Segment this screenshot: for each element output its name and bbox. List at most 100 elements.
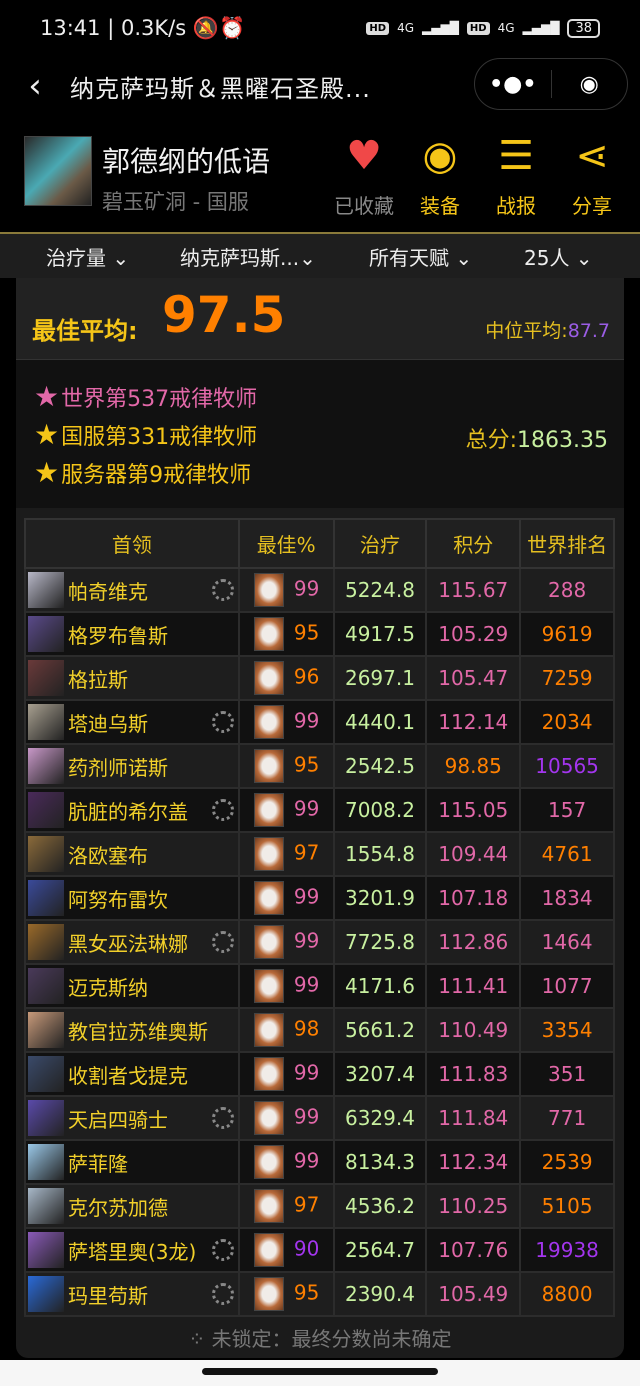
close-target-button[interactable]: ◉ [579,71,599,97]
clock: 13:41 [40,16,101,40]
equipment-button[interactable]: ◉ 装备 [402,132,478,219]
boss-portrait [28,880,64,916]
share-button[interactable]: ⋖ 分享 [554,132,630,219]
table-row[interactable]: 洛欧塞布 97 1554.8 109.44 4761 [24,831,615,877]
raid-dropdown[interactable]: 纳克萨玛斯...⌄ [180,245,316,270]
heal-cell: 6329.4 [332,1095,428,1141]
col-boss: 首领 [24,518,240,569]
spinner-icon: ⁘ [188,1327,212,1351]
points-cell: 107.76 [425,1227,522,1273]
table-row[interactable]: 萨塔里奥(3龙) 90 2564.7 107.76 19938 [24,1227,615,1273]
heal-cell: 1554.8 [332,831,428,877]
mute-icon: 🔕 [186,15,219,40]
boss-name: 玛里苟斯 [68,1283,148,1308]
character-name: 郭德纲的低语 [102,145,271,178]
boss-cell[interactable]: 阿努布雷坎 [24,875,240,921]
boss-cell[interactable]: 药剂师诺斯 [24,743,240,789]
spec-icon [253,573,284,607]
table-row[interactable]: 黑女巫法琳娜 99 7725.8 112.86 1464 [24,919,615,965]
more-button[interactable]: •●• [489,71,537,97]
table-row[interactable]: 萨菲隆 99 8134.3 112.34 2539 [24,1139,615,1185]
boss-cell[interactable]: 萨菲隆 [24,1139,240,1185]
boss-cell[interactable]: 玛里苟斯 [24,1271,240,1317]
best-percent: 99 [293,576,320,601]
best-percent-cell: 99 [237,1051,335,1097]
boss-portrait [28,1056,64,1092]
unlocked-spinner-icon [211,931,234,953]
boss-cell[interactable]: 收割者戈提克 [24,1051,240,1097]
boss-cell[interactable]: 黑女巫法琳娜 [24,919,240,965]
boss-name: 克尔苏加德 [68,1195,168,1220]
back-button[interactable]: ‹ [28,66,42,106]
spec-dropdown[interactable]: 所有天赋 ⌄ [369,245,473,270]
boss-portrait [28,1232,64,1268]
table-row[interactable]: 教官拉苏维奥斯 98 5661.2 110.49 3354 [24,1007,615,1053]
boss-name: 帕奇维克 [68,579,148,604]
table-row[interactable]: 肮脏的希尔盖 99 7008.2 115.05 157 [24,787,615,833]
heal-cell: 2697.1 [332,655,428,701]
table-row[interactable]: 克尔苏加德 97 4536.2 110.25 5105 [24,1183,615,1229]
boss-cell[interactable]: 萨塔里奥(3龙) [24,1227,240,1273]
table-row[interactable]: 格罗布鲁斯 95 4917.5 105.29 9619 [24,611,615,657]
heal-cell: 2542.5 [332,743,428,789]
boss-cell[interactable]: 迈克斯纳 [24,963,240,1009]
col-world-rank: 世界排名 [519,518,615,569]
table-row[interactable]: 天启四骑士 99 6329.4 111.84 771 [24,1095,615,1141]
boss-cell[interactable]: 帕奇维克 [24,567,240,613]
spec-icon [253,705,284,739]
table-row[interactable]: 收割者戈提克 99 3207.4 111.83 351 [24,1051,615,1097]
table-row[interactable]: 帕奇维克 99 5224.8 115.67 288 [24,567,615,613]
world-rank-cell: 1834 [519,875,615,921]
rank-summary: ★ 世界第537戒律牧师 ★ 国服第331戒律牧师 ★ 服务器第9戒律牧师 总分:18… [16,360,624,508]
list-icon: ☰ [498,133,534,179]
user-circle-icon: ◉ [422,133,458,179]
battery-icon: 38 [567,18,600,38]
best-percent-cell: 99 [237,1139,335,1185]
points-cell: 111.83 [425,1051,522,1097]
boss-cell[interactable]: 格罗布鲁斯 [24,611,240,657]
boss-cell[interactable]: 克尔苏加德 [24,1183,240,1229]
table-row[interactable]: 格拉斯 96 2697.1 105.47 7259 [24,655,615,701]
boss-cell[interactable]: 格拉斯 [24,655,240,701]
table-row[interactable]: 迈克斯纳 99 4171.6 111.41 1077 [24,963,615,1009]
boss-portrait [28,1188,64,1224]
boss-portrait [28,968,64,1004]
filter-bar: 治疗量 ⌄ 纳克萨玛斯...⌄ 所有天赋 ⌄ 25人 ⌄ [0,232,640,278]
share-label: 分享 [572,194,612,218]
spec-icon [253,969,284,1003]
reports-button[interactable]: ☰ 战报 [478,132,554,219]
page-title: 纳克萨玛斯＆黑曜石圣殿... [70,74,371,103]
signal-bars-icon: ▂▄▆█ [522,21,560,35]
heal-cell: 3207.4 [332,1051,428,1097]
points-cell: 110.25 [425,1183,522,1229]
star-icon: ★ [34,456,60,489]
boss-cell[interactable]: 教官拉苏维奥斯 [24,1007,240,1053]
world-rank-cell: 2034 [519,699,615,745]
metric-dropdown[interactable]: 治疗量 ⌄ [46,245,130,270]
table-row[interactable]: 玛里苟斯 95 2390.4 105.49 8800 [24,1271,615,1317]
favorite-button[interactable]: ♥ 已收藏 [326,132,402,219]
boss-name: 格拉斯 [68,667,128,692]
character-avatar [24,136,92,206]
profile-header: 郭德纲的低语 碧玉矿洞 - 国服 ♥ 已收藏 ◉ 装备 ☰ 战报 ⋖ 分享 [24,133,640,218]
points-cell: 105.47 [425,655,522,701]
boss-portrait [28,836,64,872]
table-row[interactable]: 阿努布雷坎 99 3201.9 107.18 1834 [24,875,615,921]
table-row[interactable]: 药剂师诺斯 95 2542.5 98.85 10565 [24,743,615,789]
points-cell: 105.29 [425,611,522,657]
spec-icon [253,749,284,783]
best-percent-cell: 95 [237,1271,335,1317]
size-dropdown[interactable]: 25人 ⌄ [524,245,593,270]
boss-cell[interactable]: 塔迪乌斯 [24,699,240,745]
boss-cell[interactable]: 洛欧塞布 [24,831,240,877]
boss-cell[interactable]: 肮脏的希尔盖 [24,787,240,833]
table-row[interactable]: 塔迪乌斯 99 4440.1 112.14 2034 [24,699,615,745]
best-percent: 99 [293,928,320,953]
unlocked-spinner-icon [211,1107,234,1129]
world-rank-cell: 4761 [519,831,615,877]
boss-name: 天启四骑士 [68,1107,168,1132]
heal-cell: 7725.8 [332,919,428,965]
heal-cell: 8134.3 [332,1139,428,1185]
heal-cell: 2390.4 [332,1271,428,1317]
boss-cell[interactable]: 天启四骑士 [24,1095,240,1141]
